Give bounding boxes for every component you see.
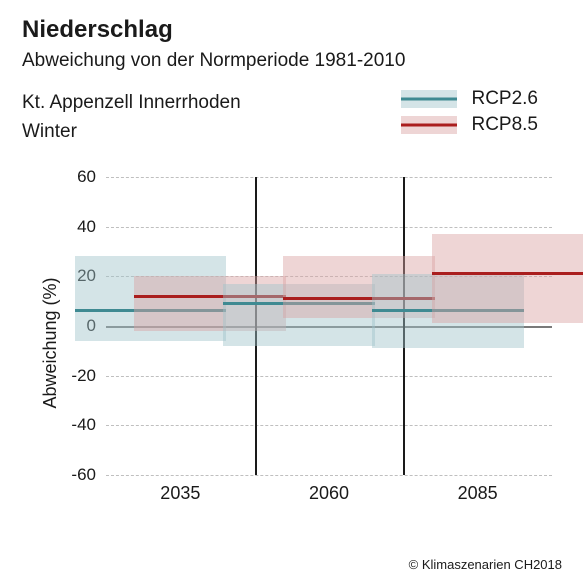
gridline [106,177,552,178]
y-tick-label: -60 [71,465,106,485]
figure-root: Niederschlag Abweichung von der Normperi… [0,0,584,584]
figure-title: Niederschlag [22,16,562,44]
legend-swatch-rcp26 [401,90,457,108]
gridline [106,425,552,426]
chart-area: Abweichung (%) -60-40-200204060203520602… [22,173,562,513]
y-tick-label: -40 [71,415,106,435]
legend-label-rcp85: RCP8.5 [471,114,538,136]
legend: RCP2.6 RCP8.5 [401,88,538,136]
credit-label: © Klimaszenarien CH2018 [409,557,562,572]
y-axis-label: Abweichung (%) [40,277,61,408]
rcp85-box-band [432,234,584,323]
meta-row: Kt. Appenzell Innerrhoden Winter RCP2.6 … [22,88,562,147]
legend-item-rcp26: RCP2.6 [401,88,538,110]
plot-region: -60-40-200204060203520602085 [106,177,552,475]
x-tick-label: 2085 [458,475,498,504]
rcp85-box-median [432,272,584,275]
gridline [106,376,552,377]
meta-left: Kt. Appenzell Innerrhoden Winter [22,88,241,147]
legend-label-rcp26: RCP2.6 [471,88,538,110]
x-tick-label: 2035 [160,475,200,504]
legend-swatch-rcp85 [401,116,457,134]
figure-subtitle: Abweichung von der Normperiode 1981-2010 [22,50,562,72]
x-tick-label: 2060 [309,475,349,504]
y-tick-label: -20 [71,366,106,386]
y-tick-label: 40 [77,217,106,237]
legend-item-rcp85: RCP8.5 [401,114,538,136]
y-tick-label: 60 [77,167,106,187]
region-label: Kt. Appenzell Innerrhoden [22,88,241,117]
season-label: Winter [22,117,241,146]
gridline [106,227,552,228]
